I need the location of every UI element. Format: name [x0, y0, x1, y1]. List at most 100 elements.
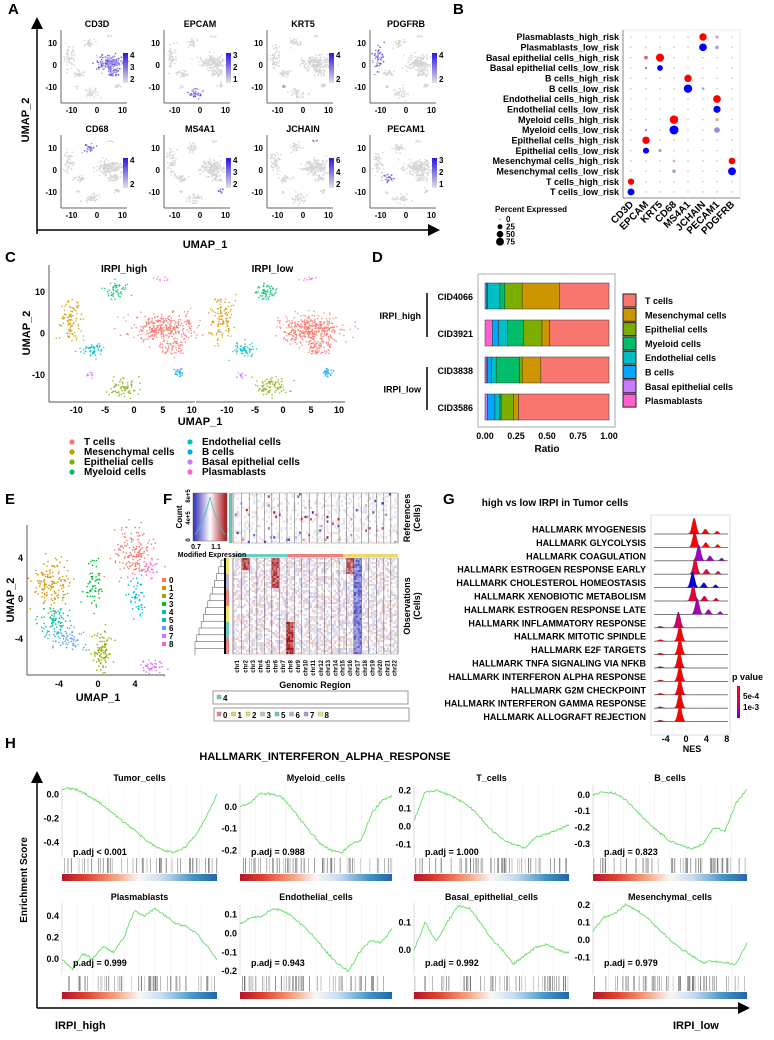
cell-point: [90, 377, 93, 380]
cell-point: [314, 326, 317, 328]
bar-segment-epithelial-cells: [500, 393, 514, 421]
cell-point: [312, 162, 315, 164]
cell-point: [213, 163, 216, 165]
cell-point: [218, 163, 221, 166]
cell-point: [225, 319, 228, 322]
cell-point: [93, 91, 95, 93]
cell-point: [296, 41, 299, 44]
cell-point: [168, 59, 170, 61]
cell-point: [88, 38, 91, 41]
cell-point: [163, 322, 165, 325]
cell-point: [415, 174, 418, 177]
cell-point: [175, 352, 177, 354]
cell-point: [313, 310, 315, 313]
cell-point: [423, 177, 425, 179]
bar-segment-b-cells: [485, 282, 488, 310]
cell-point: [196, 56, 199, 58]
dot-krt5: [657, 65, 663, 71]
cell-point: [272, 166, 275, 169]
cell-point: [295, 93, 297, 95]
cell-point: [96, 60, 99, 62]
cell-point: [289, 322, 292, 324]
cell-point: [171, 55, 173, 57]
cell-point: [170, 329, 172, 332]
cell-point: [291, 319, 294, 322]
cell-point: [374, 65, 377, 68]
cell-point: [80, 200, 82, 202]
cell-point: [67, 68, 70, 71]
cell-point: [117, 177, 119, 180]
cell-point: [306, 168, 308, 170]
cell-point: [415, 164, 418, 167]
cell-point: [114, 560, 117, 562]
cell-point: [91, 149, 93, 152]
expression-colorbar: [123, 158, 128, 188]
cell-point: [206, 175, 208, 178]
cell-point: [117, 293, 119, 296]
cell-point: [410, 199, 413, 202]
cell-point: [294, 336, 297, 339]
cell-point: [183, 72, 185, 74]
cell-point: [131, 564, 134, 566]
cell-point: [127, 314, 129, 316]
cell-point: [305, 63, 307, 66]
cell-point: [397, 42, 400, 44]
cell-point: [189, 307, 192, 309]
cell-point: [406, 172, 408, 175]
cell-point: [399, 152, 402, 154]
cell-point: [429, 65, 432, 68]
cell-point: [109, 176, 112, 178]
cell-point: [374, 152, 377, 155]
cell-point: [196, 38, 198, 41]
panel-label-d: D: [372, 249, 383, 266]
cell-point: [320, 168, 322, 170]
cell-point: [176, 74, 179, 77]
cell-point: [169, 324, 171, 326]
cell-point: [313, 338, 315, 341]
bar-segment-mesenchymal-cells: [521, 356, 542, 384]
cell-point: [294, 321, 296, 323]
cell-point: [308, 315, 310, 317]
cell-point: [311, 277, 314, 280]
cell-point: [266, 51, 269, 53]
cell-point: [399, 45, 401, 48]
cell-point: [211, 309, 214, 312]
cell-point: [233, 326, 236, 329]
cell-point: [181, 328, 184, 331]
colorbar-tick-label: 2: [233, 180, 238, 189]
cell-point: [119, 163, 122, 165]
cell-point: [325, 62, 327, 64]
cell-point: [273, 294, 275, 297]
cell-point: [196, 39, 199, 42]
dotplot-row-label: Mesenchymal cells_low_risk: [496, 166, 620, 176]
cell-point: [161, 331, 163, 334]
cell-point: [168, 50, 170, 53]
cell-point: [328, 329, 331, 332]
bar-segment-mesenchymal-cells: [521, 282, 560, 310]
cell-point: [75, 335, 77, 337]
cell-point: [179, 87, 181, 89]
cell-point: [216, 171, 219, 173]
cell-point: [317, 329, 320, 332]
cell-point: [379, 62, 381, 65]
cell-point: [219, 174, 221, 176]
cell-point: [174, 159, 176, 162]
cell-point: [192, 88, 195, 91]
cell-point: [381, 179, 383, 182]
cell-point: [85, 345, 88, 348]
cell-point: [280, 153, 283, 156]
y-tick-label: 0: [259, 166, 264, 175]
cell-point: [318, 54, 321, 56]
dot-pdgfrb: [731, 98, 733, 100]
cell-point: [416, 65, 419, 68]
cell-point: [164, 352, 166, 355]
cell-point: [299, 64, 302, 66]
feature-plot-title: PDGFRB: [387, 19, 426, 29]
cell-point: [325, 327, 328, 330]
cell-point: [118, 393, 121, 396]
cell-point: [67, 168, 69, 170]
dot-cd3d: [627, 188, 635, 196]
cell-point: [427, 161, 430, 164]
cell-point: [296, 195, 298, 197]
cell-point: [84, 44, 86, 46]
